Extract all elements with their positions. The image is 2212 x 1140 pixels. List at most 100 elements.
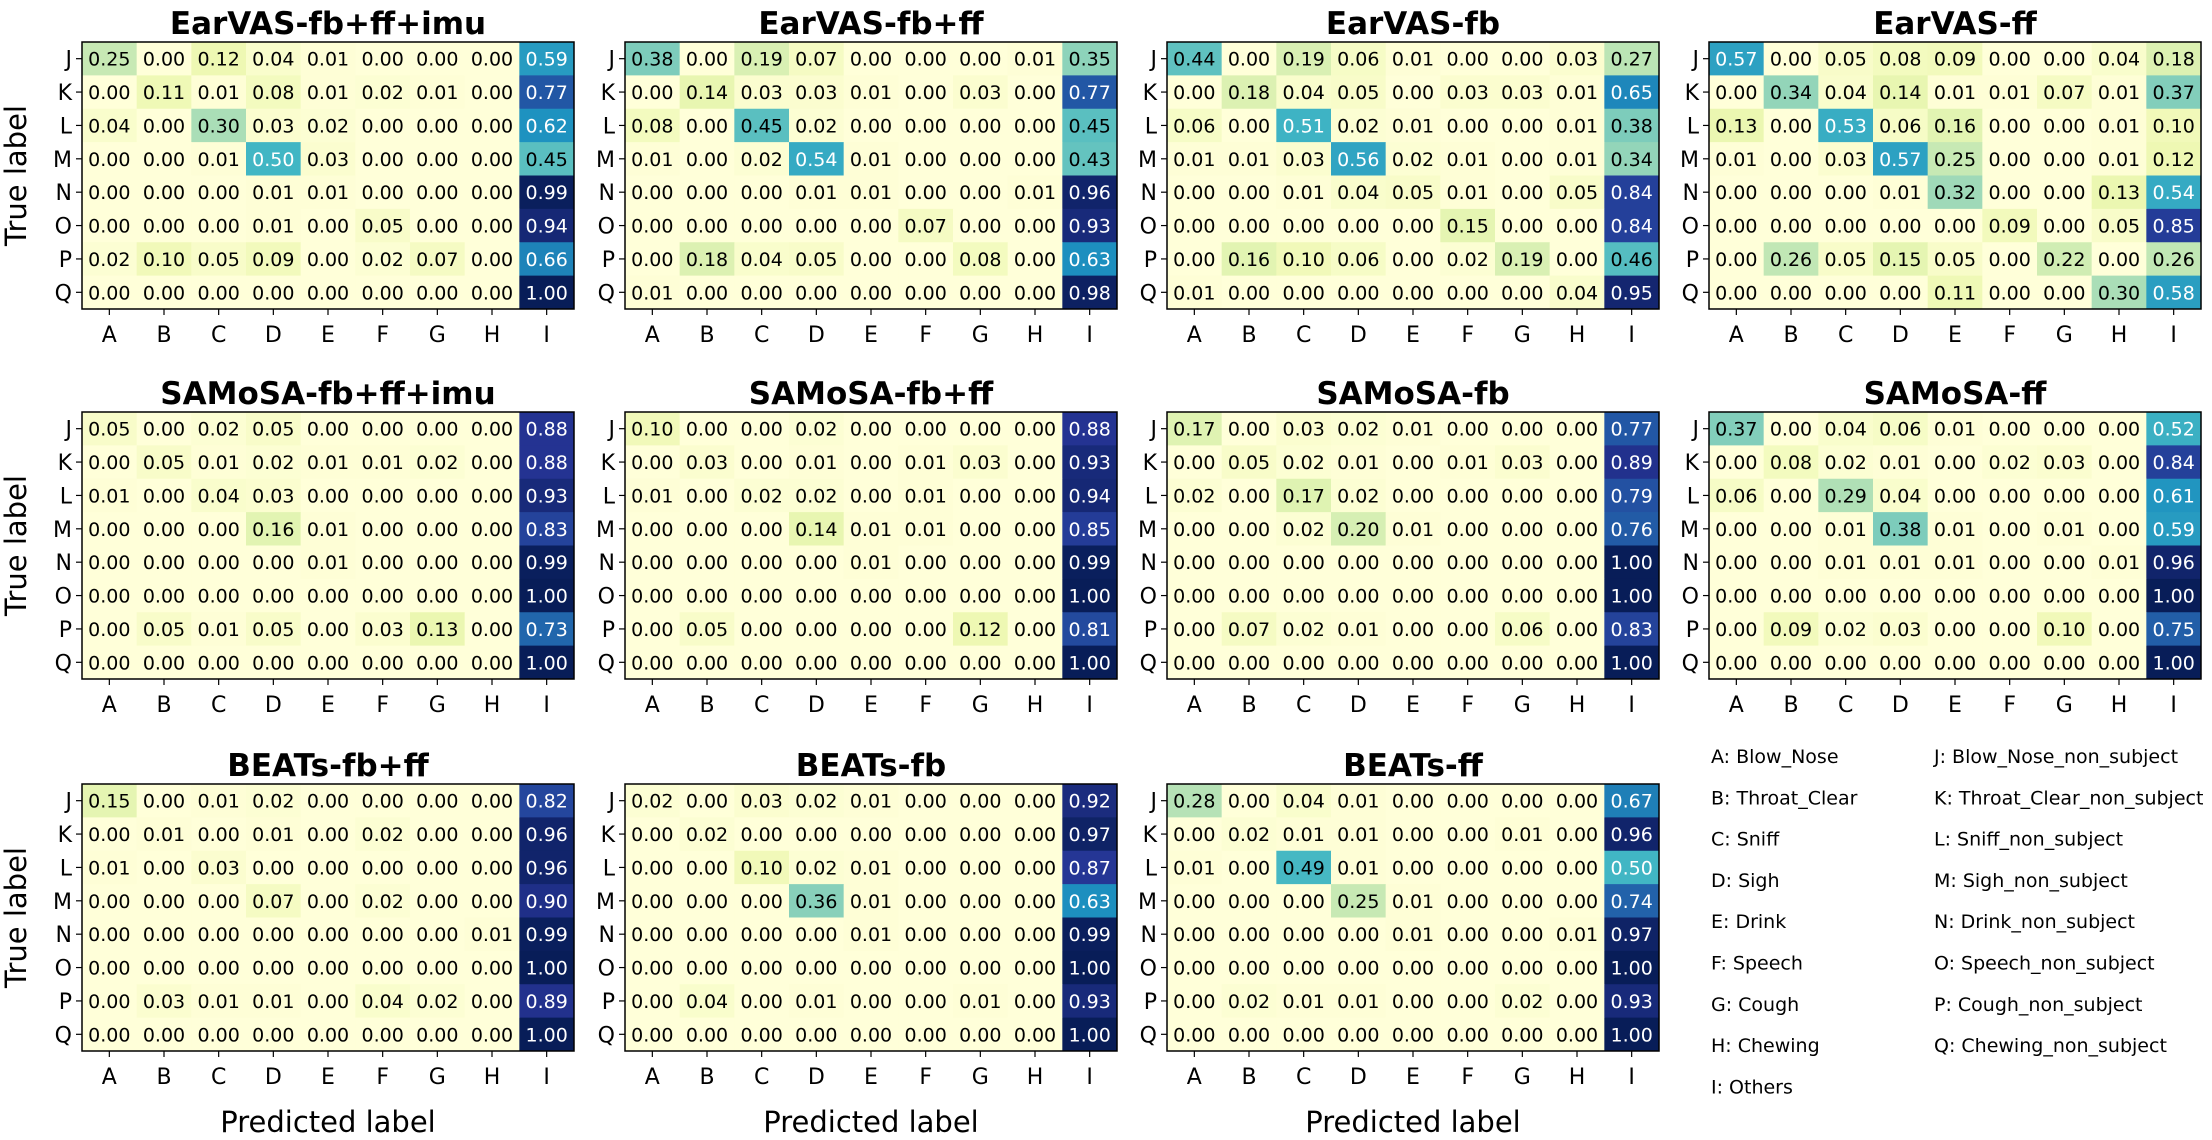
cm-samosa-fb-ff-imu-cell-L-H: [464, 478, 520, 513]
cm-samosa-fb-ff-cell-K-B: [679, 445, 735, 480]
cm-samosa-fb-value-M-E: 0.01: [1392, 519, 1434, 541]
cm-samosa-fb-ff-imu-ytick-label-P: P: [59, 618, 72, 643]
cm-beats-fb-value-K-I: 0.97: [1069, 824, 1111, 846]
cm-samosa-fb-ff-imu-cell-J-H: [464, 412, 520, 446]
cm-beats-fb-value-M-C: 0.00: [741, 891, 783, 913]
cm-earvas-fb-ff-imu-cell-Q-B: [136, 275, 192, 310]
cm-earvas-fb-ff-cell-L-H: [1007, 108, 1063, 143]
cm-samosa-ff-xtick-label-G: G: [2056, 693, 2073, 718]
cm-beats-fb-ff-value-M-E: 0.00: [307, 891, 349, 913]
cm-samosa-ff-cell-K-H: [2091, 445, 2147, 480]
cm-samosa-fb-ff-cell-L-C: [734, 478, 790, 513]
cm-earvas-fb-ff-cell-P-G: [953, 242, 1009, 277]
cm-earvas-fb-ff-value-K-E: 0.01: [850, 82, 892, 104]
cm-beats-fb-value-O-D: 0.00: [795, 958, 837, 980]
cm-samosa-fb-value-K-E: 0.00: [1392, 452, 1434, 474]
cm-samosa-ff-cell-M-D: [1873, 512, 1929, 546]
cm-samosa-fb-ff-imu-value-O-A: 0.00: [88, 586, 130, 608]
legend-entry-j: J: Blow_Nose_non_subject: [1933, 746, 2178, 768]
cm-earvas-fb-xtick-label-E: E: [1406, 323, 1420, 348]
cm-earvas-fb-cell-J-A: [1167, 42, 1223, 76]
cm-samosa-ff-cell-M-G: [2037, 512, 2093, 546]
cm-samosa-ff-value-K-B: 0.08: [1770, 452, 1812, 474]
cm-earvas-fb-cell-M-A: [1167, 142, 1223, 176]
cm-beats-fb-value-P-E: 0.00: [850, 991, 892, 1013]
cm-samosa-fb-cell-K-C: [1276, 445, 1332, 480]
cm-samosa-ff-value-Q-D: 0.00: [1879, 652, 1921, 674]
cm-earvas-fb-ff-ytick-label-N: N: [599, 181, 615, 206]
cm-samosa-fb-ff-imu-cell-K-D: [246, 445, 302, 480]
cm-beats-fb-value-L-H: 0.00: [1014, 857, 1056, 879]
cm-beats-ff-value-M-I: 0.74: [1611, 891, 1653, 913]
cm-earvas-fb-cell-L-F: [1440, 108, 1496, 143]
cm-earvas-fb-ff-imu-value-K-H: 0.00: [471, 82, 513, 104]
cm-earvas-ff-value-L-C: 0.53: [1825, 115, 1867, 137]
cm-beats-fb-value-J-E: 0.01: [850, 791, 892, 813]
cm-samosa-ff-value-J-C: 0.04: [1825, 419, 1867, 441]
cm-earvas-fb-ff-value-O-H: 0.00: [1014, 216, 1056, 238]
cm-samosa-fb-value-P-A: 0.00: [1173, 619, 1215, 641]
cm-earvas-fb-cell-M-H: [1549, 142, 1605, 176]
cm-samosa-fb-value-L-G: 0.00: [1501, 485, 1543, 507]
cm-earvas-fb-ff-cell-J-H: [1007, 42, 1063, 76]
cm-earvas-ff-cell-P-E: [1927, 242, 1983, 277]
cm-beats-fb-ff-value-Q-H: 0.00: [471, 1024, 513, 1046]
legend-entry-g: G: Cough: [1711, 994, 1799, 1016]
cm-earvas-fb-cell-J-H: [1549, 42, 1605, 76]
cm-samosa-fb-ff-cell-K-F: [898, 445, 954, 480]
cm-earvas-fb-ff-imu-xtick-label-A: A: [102, 323, 117, 348]
cm-beats-fb-ff-ytick-label-L: L: [60, 856, 73, 881]
cm-samosa-fb-value-K-C: 0.02: [1283, 452, 1325, 474]
cm-samosa-fb-ff-imu-cell-K-G: [410, 445, 466, 480]
cm-beats-fb-value-Q-B: 0.00: [686, 1024, 728, 1046]
cm-samosa-fb-ff-imu-cell-M-G: [410, 512, 466, 546]
cm-samosa-ff-cell-P-G: [2037, 612, 2093, 647]
cm-earvas-fb-cell-L-G: [1495, 108, 1551, 143]
cm-samosa-ff-cell-M-E: [1927, 512, 1983, 546]
cm-samosa-fb-value-P-B: 0.07: [1228, 619, 1270, 641]
cm-samosa-fb-cell-O-F: [1440, 578, 1496, 613]
cm-beats-ff-value-K-I: 0.96: [1611, 824, 1653, 846]
cm-earvas-ff-cell-J-A: [1709, 42, 1765, 76]
cm-earvas-fb-cell-P-A: [1167, 242, 1223, 277]
cm-samosa-fb-ff-imu-cell-J-F: [355, 412, 411, 446]
cm-earvas-ff-value-K-A: 0.00: [1715, 82, 1757, 104]
cm-samosa-ff-ytick-label-Q: Q: [1682, 651, 1699, 676]
cm-samosa-ff-cell-J-A: [1709, 412, 1765, 446]
cm-samosa-fb-ff-value-Q-F: 0.00: [905, 652, 947, 674]
cm-earvas-fb-value-Q-H: 0.04: [1556, 282, 1598, 304]
cm-earvas-ff-cell-O-I: [2146, 208, 2202, 243]
cm-samosa-ff-cell-N-I: [2146, 545, 2202, 580]
cm-earvas-fb-cell-Q-D: [1331, 275, 1387, 310]
cm-beats-fb-value-N-I: 0.99: [1069, 924, 1111, 946]
cm-earvas-fb-ff-cell-Q-F: [898, 275, 954, 310]
cm-samosa-fb-cell-K-F: [1440, 445, 1496, 480]
cm-beats-fb-ff-value-O-B: 0.00: [143, 958, 185, 980]
cm-beats-ff-value-N-E: 0.01: [1392, 924, 1434, 946]
cm-beats-fb-ff-value-M-G: 0.00: [416, 891, 458, 913]
cm-earvas-ff-value-O-F: 0.09: [1989, 216, 2031, 238]
cm-samosa-fb-ff-imu-cell-M-B: [136, 512, 192, 546]
cm-samosa-fb-ff-imu-value-M-B: 0.00: [143, 519, 185, 541]
cm-earvas-fb-value-P-C: 0.10: [1283, 249, 1325, 271]
cm-samosa-fb-value-M-F: 0.00: [1447, 519, 1489, 541]
cm-samosa-ff-value-O-C: 0.00: [1825, 586, 1867, 608]
cm-earvas-fb-ff-cell-N-E: [843, 175, 899, 210]
cm-earvas-fb-ff-imu-value-O-I: 0.94: [526, 216, 568, 238]
cm-earvas-fb-ff-imu-cell-N-F: [355, 175, 411, 210]
cm-earvas-fb-ff-imu-value-J-F: 0.00: [362, 49, 404, 71]
cm-samosa-fb-value-L-B: 0.00: [1228, 485, 1270, 507]
cm-earvas-fb-ff-imu-value-K-B: 0.11: [143, 82, 185, 104]
cm-beats-fb-ff-value-N-B: 0.00: [143, 924, 185, 946]
cm-earvas-fb-ff-value-O-I: 0.93: [1069, 216, 1111, 238]
cm-beats-fb-ff-value-L-I: 0.96: [526, 857, 568, 879]
cm-earvas-fb-cell-O-D: [1331, 208, 1387, 243]
cm-samosa-fb-cell-K-D: [1331, 445, 1387, 480]
cm-earvas-ff-value-N-A: 0.00: [1715, 182, 1757, 204]
cm-samosa-ff-cell-N-D: [1873, 545, 1929, 580]
cm-samosa-ff-value-K-G: 0.03: [2043, 452, 2085, 474]
cm-beats-fb-ff-value-Q-C: 0.00: [198, 1024, 240, 1046]
cm-beats-ff-value-O-G: 0.00: [1501, 958, 1543, 980]
cm-earvas-fb-value-O-D: 0.00: [1337, 216, 1379, 238]
cm-samosa-ff-value-K-D: 0.01: [1879, 452, 1921, 474]
